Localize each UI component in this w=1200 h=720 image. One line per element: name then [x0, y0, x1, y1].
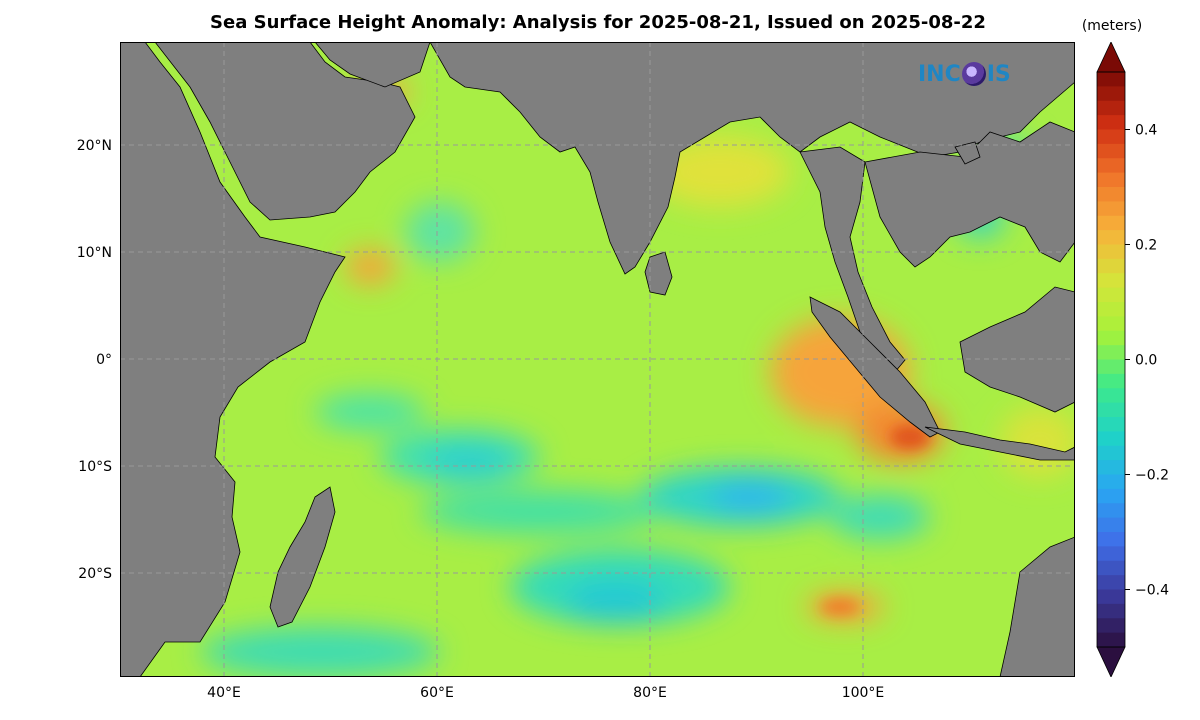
colorbar-segment [1097, 287, 1125, 303]
colorbar-segment [1097, 532, 1125, 547]
colorbar-segments [1096, 41, 1126, 678]
colorbar-segment [1097, 258, 1125, 274]
borneo-land [959, 286, 1075, 413]
lon-tick-label: 40°E [207, 685, 241, 701]
colorbar-extend-max [1096, 41, 1126, 73]
madagascar-land [269, 486, 336, 628]
colorbar-segment [1097, 230, 1125, 246]
colorbar-segment [1097, 302, 1125, 317]
ssh-anomaly-map[interactable] [120, 42, 1075, 677]
lat-tick-label: 0° [96, 352, 112, 368]
colorbar-canvas: 0.4 0.2 0.0 −0.2 −0.4 [1096, 41, 1169, 678]
colorbar-segment [1097, 72, 1125, 87]
colorbar-segment [1097, 517, 1125, 533]
incois-logo: INC IS [918, 62, 1011, 87]
colorbar-units-label: (meters) [1081, 18, 1143, 34]
colorbar-tick-label: −0.4 [1135, 583, 1169, 599]
colorbar-segment [1097, 632, 1125, 648]
colorbar-segment [1097, 158, 1125, 174]
colorbar-tick-label: 0.0 [1135, 353, 1157, 369]
colorbar-segment [1097, 359, 1125, 375]
australia-land [999, 536, 1075, 677]
colorbar-segment [1097, 273, 1125, 289]
colorbar-segment [1097, 460, 1125, 476]
incois-logo-mark-icon [961, 62, 986, 86]
anomaly-field-strong [820, 425, 930, 615]
colorbar-segment [1097, 402, 1125, 418]
java-land [924, 426, 1075, 461]
lon-tick-label: 60°E [420, 685, 454, 701]
colorbar-segment [1097, 129, 1125, 145]
colorbar-segment [1097, 474, 1125, 490]
lon-tick-label: 80°E [633, 685, 667, 701]
colorbar-segment [1097, 546, 1125, 562]
colorbar-extend-min [1096, 646, 1126, 678]
colorbar-segment [1097, 172, 1125, 188]
lat-tick-label: 10°S [78, 459, 112, 475]
colorbar-segment [1097, 86, 1125, 102]
colorbar-segment [1097, 345, 1125, 361]
colorbar-segment [1097, 244, 1125, 260]
arabia-land [154, 42, 416, 221]
malay-peninsula-land [799, 146, 906, 373]
colorbar-segment [1097, 330, 1125, 346]
colorbar-segment [1097, 589, 1125, 605]
colorbar-tick-label: 0.2 [1135, 238, 1157, 254]
colorbar-segment [1097, 503, 1125, 519]
colorbar-segment [1097, 488, 1125, 504]
colorbar-segment [1097, 100, 1125, 116]
colorbar-segment [1097, 560, 1125, 576]
colorbar-segment [1097, 431, 1125, 447]
colorbar-segment [1097, 417, 1125, 432]
lat-tick-label: 20°N [77, 138, 112, 154]
colorbar-segment [1097, 215, 1125, 231]
sumatra-land [809, 296, 941, 438]
colorbar-segment [1097, 603, 1125, 619]
colorbar-segment [1097, 316, 1125, 332]
map-title: Sea Surface Height Anomaly: Analysis for… [210, 12, 986, 33]
map-canvas [120, 42, 1075, 677]
colorbar-segment [1097, 445, 1125, 461]
colorbar-segment [1097, 115, 1125, 131]
colorbar-segment [1097, 373, 1125, 389]
colorbar-segment [1097, 201, 1125, 217]
lon-tick-label: 100°E [842, 685, 885, 701]
persian-gulf-land [314, 42, 431, 88]
colorbar: 0.4 0.2 0.0 −0.2 −0.4 [1092, 41, 1172, 678]
colorbar-segment [1097, 388, 1125, 404]
colorbar-segment [1097, 143, 1125, 159]
graticule [120, 42, 1075, 677]
colorbar-tick-label: −0.2 [1135, 468, 1169, 484]
map-frame [120, 42, 1075, 677]
colorbar-segment [1097, 187, 1125, 202]
colorbar-segment [1097, 618, 1125, 634]
lat-tick-label: 10°N [77, 245, 112, 261]
lat-tick-label: 20°S [78, 566, 112, 582]
colorbar-ticks: 0.4 0.2 0.0 −0.2 −0.4 [1125, 123, 1169, 599]
hainan-land [954, 141, 981, 165]
colorbar-segment [1097, 575, 1125, 591]
colorbar-tick-label: 0.4 [1135, 123, 1157, 139]
